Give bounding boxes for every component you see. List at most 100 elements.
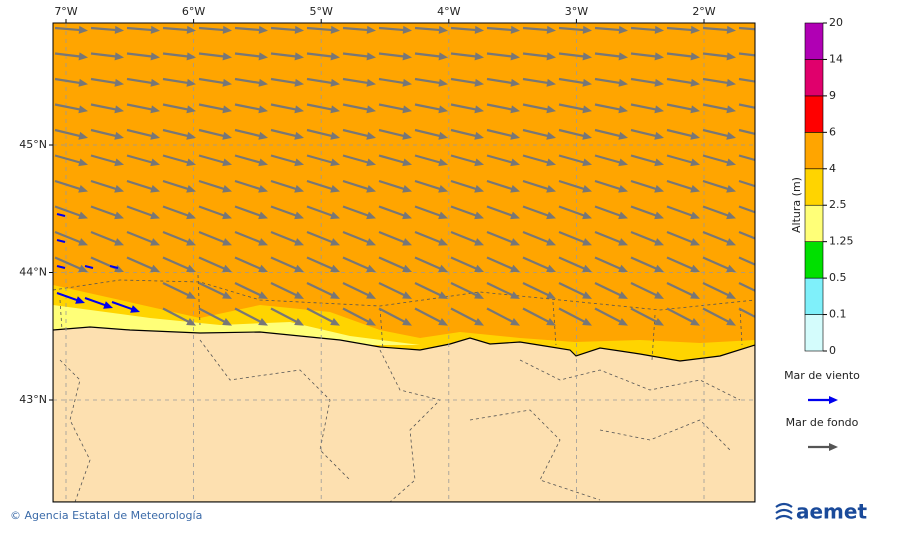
arrow-head — [222, 25, 232, 34]
arrow-head — [222, 317, 232, 326]
arrow-shaft — [126, 26, 155, 32]
arrow-head — [294, 185, 304, 193]
arrow-shaft — [270, 307, 300, 324]
arrow-shaft — [84, 297, 108, 307]
colorbar-tick-label: 9 — [829, 89, 836, 102]
arrow-shaft — [342, 154, 371, 165]
arrow-head — [726, 52, 736, 61]
arrow-head — [114, 25, 124, 34]
arrow-shaft — [450, 256, 479, 271]
arrow-head — [510, 52, 520, 61]
arrow-shaft — [234, 26, 263, 32]
legend: Mar de viento Mar de fondo — [784, 369, 860, 451]
arrow-head — [186, 264, 196, 273]
arrow-head — [294, 211, 304, 220]
arrow-head — [582, 264, 592, 273]
arrow-shaft — [414, 179, 443, 191]
arrow-shaft — [414, 205, 443, 218]
arrow-head — [366, 25, 376, 34]
arrow-shaft — [306, 256, 335, 271]
arrow-head — [258, 52, 268, 61]
logo-text: aemet — [796, 500, 867, 524]
colorbar-segment — [804, 277, 824, 315]
arrow-shaft — [558, 205, 587, 218]
arrow-head — [438, 317, 448, 326]
arrow-shaft — [738, 282, 755, 292]
arrow-head — [726, 317, 736, 326]
lat-label: 45°N — [19, 138, 47, 151]
arrow-shaft — [342, 179, 371, 191]
arrow-shaft — [162, 103, 191, 112]
colorbar-tick-label: 0.1 — [829, 308, 847, 321]
arrow-head — [258, 158, 268, 167]
arrow-shaft — [594, 103, 623, 112]
arrow-shaft — [522, 26, 551, 32]
lat-label: 43°N — [19, 393, 47, 406]
arrow-head — [690, 131, 700, 140]
arrow-head — [78, 211, 88, 220]
arrow-shaft — [630, 256, 659, 271]
arrow-shaft — [90, 179, 119, 191]
arrow-shaft — [702, 77, 731, 85]
arrow-shaft — [702, 179, 731, 191]
arrow-head — [294, 105, 304, 114]
arrow-shaft — [450, 205, 479, 218]
arrow-head — [762, 238, 772, 245]
arrow-shaft — [234, 77, 263, 85]
colorbar-segment — [804, 314, 824, 352]
arrow-shaft — [666, 52, 695, 58]
arrow-shaft — [558, 128, 587, 138]
arrow-shaft — [342, 230, 371, 244]
arrow-shaft — [306, 230, 335, 244]
arrow-shaft — [126, 154, 155, 165]
arrow-shaft — [666, 154, 695, 165]
arrow-shaft — [522, 307, 552, 324]
arrow-shaft — [666, 128, 695, 138]
arrow-shaft — [90, 52, 119, 58]
arrow-head — [618, 264, 628, 273]
colorbar-segment — [804, 95, 824, 133]
arrow-head — [330, 158, 340, 167]
arrow-shaft — [162, 230, 191, 244]
arrow-shaft — [378, 52, 407, 58]
arrow-head — [130, 305, 140, 313]
arrow-head — [78, 131, 88, 140]
arrow-head — [78, 264, 88, 273]
arrow-shaft — [306, 128, 335, 138]
arrow-head — [438, 264, 448, 273]
arrow-head — [582, 105, 592, 114]
arrow-head — [654, 131, 664, 140]
arrow-shaft — [234, 128, 263, 138]
arrow-head — [762, 185, 772, 193]
arrow-shaft — [450, 154, 479, 165]
arrow-head — [402, 105, 412, 114]
arrow-shaft — [450, 230, 479, 244]
arrow-head — [582, 317, 592, 326]
arrow-shaft — [414, 103, 443, 112]
colorbar-tick-label: 20 — [829, 16, 843, 29]
arrow-head — [114, 264, 124, 273]
arrow-shaft — [306, 52, 335, 58]
arrow-shaft — [54, 230, 83, 244]
lon-label: 4°W — [437, 5, 460, 18]
logo: aemet — [775, 500, 867, 524]
arrow-shaft — [666, 256, 695, 271]
arrow-shaft — [90, 77, 119, 85]
arrow-shaft — [306, 154, 335, 165]
arrow-head — [762, 318, 772, 326]
arrow-shaft — [414, 256, 443, 271]
arrow-head — [726, 78, 736, 87]
arrow-head — [186, 158, 196, 167]
arrow-head — [474, 158, 484, 167]
arrow-shaft — [378, 154, 407, 165]
arrow-head — [258, 78, 268, 87]
arrow-head — [582, 78, 592, 87]
arrow-shaft — [342, 77, 371, 85]
arrow-head — [618, 78, 628, 87]
arrow-head — [330, 264, 340, 273]
arrow-shaft — [234, 179, 263, 191]
arrow-shaft — [486, 179, 515, 191]
arrow-shaft — [198, 154, 227, 165]
arrow-shaft — [450, 179, 479, 191]
arrow-head — [474, 211, 484, 220]
